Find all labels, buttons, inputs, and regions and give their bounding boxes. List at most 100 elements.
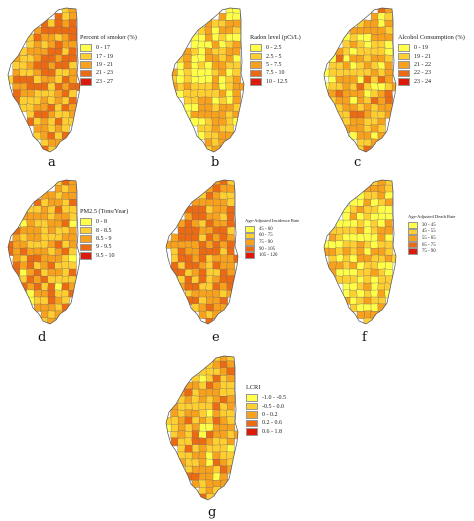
county xyxy=(342,219,351,228)
county xyxy=(357,89,365,98)
county xyxy=(184,395,193,405)
legend-e: Age-Adjusted Incidence Rate 45 - 60 60 - … xyxy=(245,218,299,259)
county xyxy=(363,275,372,284)
county xyxy=(349,124,358,133)
county xyxy=(219,180,228,186)
county xyxy=(61,124,70,133)
county xyxy=(191,479,200,489)
county xyxy=(68,261,77,270)
legend-item: 0.2 - 0.6 xyxy=(246,419,286,428)
county xyxy=(55,191,63,200)
state-outline xyxy=(323,179,397,325)
county xyxy=(384,233,393,242)
legend-label: 0.2 - 0.6 xyxy=(262,420,282,427)
county xyxy=(12,234,21,242)
county xyxy=(226,438,236,446)
legend-label: 8.5 - 9 xyxy=(96,235,112,242)
county xyxy=(33,68,42,77)
county xyxy=(219,282,228,291)
illinois-map-f xyxy=(323,179,397,325)
state-outline xyxy=(165,179,239,325)
legend-swatch xyxy=(80,69,92,78)
county xyxy=(184,269,194,277)
county xyxy=(349,205,358,214)
county xyxy=(198,486,207,495)
county xyxy=(184,416,193,425)
county xyxy=(384,48,394,56)
legend-label: 45 - 55 xyxy=(422,229,436,235)
county xyxy=(218,68,227,77)
county xyxy=(384,20,393,28)
legend-item: 2.5 - 5 xyxy=(250,52,301,61)
county xyxy=(232,96,242,105)
legend-swatch xyxy=(250,52,262,61)
legend-swatch xyxy=(408,222,418,229)
county xyxy=(211,124,220,133)
county xyxy=(205,261,214,270)
county xyxy=(226,268,236,277)
county xyxy=(205,444,214,453)
county xyxy=(328,240,337,250)
county xyxy=(47,104,56,112)
county xyxy=(384,198,394,207)
county xyxy=(226,184,235,194)
county xyxy=(68,26,78,35)
county xyxy=(349,33,358,42)
panel-label-a: a xyxy=(48,155,56,170)
map-panel-c: Alcohol Consumption (%) 0 - 19 19 - 21 21 … xyxy=(316,0,474,174)
county xyxy=(177,241,187,249)
county xyxy=(12,240,21,249)
county xyxy=(377,96,387,105)
county xyxy=(197,54,206,63)
county xyxy=(357,75,365,84)
county xyxy=(54,117,64,126)
legend-swatch xyxy=(246,428,258,436)
county-mosaic xyxy=(324,180,396,324)
county xyxy=(232,68,241,77)
legend-item: 65 - 75 xyxy=(408,241,455,249)
legend-swatch xyxy=(245,245,255,253)
county xyxy=(54,310,63,319)
county xyxy=(40,261,49,270)
state-outline xyxy=(165,355,239,501)
illinois-map-g xyxy=(165,355,239,501)
legend-item: 9.5 - 10 xyxy=(80,252,128,260)
state-outline xyxy=(7,179,81,325)
county xyxy=(342,47,351,56)
map-panel-a: Percent of smoker (%) 0 - 17 17 - 19 19 - … xyxy=(0,0,158,174)
legend-item: -0.5 - 0.0 xyxy=(246,402,286,411)
county xyxy=(377,111,387,119)
county xyxy=(370,47,379,56)
county xyxy=(41,290,49,298)
county xyxy=(385,26,394,35)
county xyxy=(342,275,352,285)
county xyxy=(68,226,77,235)
legend-label: 8 - 8.5 xyxy=(96,227,112,234)
county xyxy=(166,416,173,426)
county xyxy=(225,55,235,63)
county xyxy=(33,268,42,277)
county xyxy=(26,233,36,242)
county xyxy=(40,33,49,43)
county xyxy=(212,268,221,277)
legend-label: 9.5 - 10 xyxy=(96,252,115,259)
legend-swatch xyxy=(398,78,410,86)
county xyxy=(198,282,207,291)
legend-label: 105 - 120 xyxy=(259,253,278,259)
legend-swatch xyxy=(398,61,410,69)
county xyxy=(183,68,192,77)
county xyxy=(384,12,394,22)
county xyxy=(40,139,50,147)
county xyxy=(61,61,71,71)
county xyxy=(191,275,200,284)
county xyxy=(391,82,396,92)
legend-item: 17 - 19 xyxy=(80,52,137,61)
county xyxy=(377,131,386,141)
county xyxy=(61,180,70,186)
legend-label: 2.5 - 5 xyxy=(266,53,282,60)
legend-swatch xyxy=(246,402,258,411)
county xyxy=(377,261,387,270)
county xyxy=(191,219,200,228)
county xyxy=(356,61,365,70)
county xyxy=(26,268,35,277)
